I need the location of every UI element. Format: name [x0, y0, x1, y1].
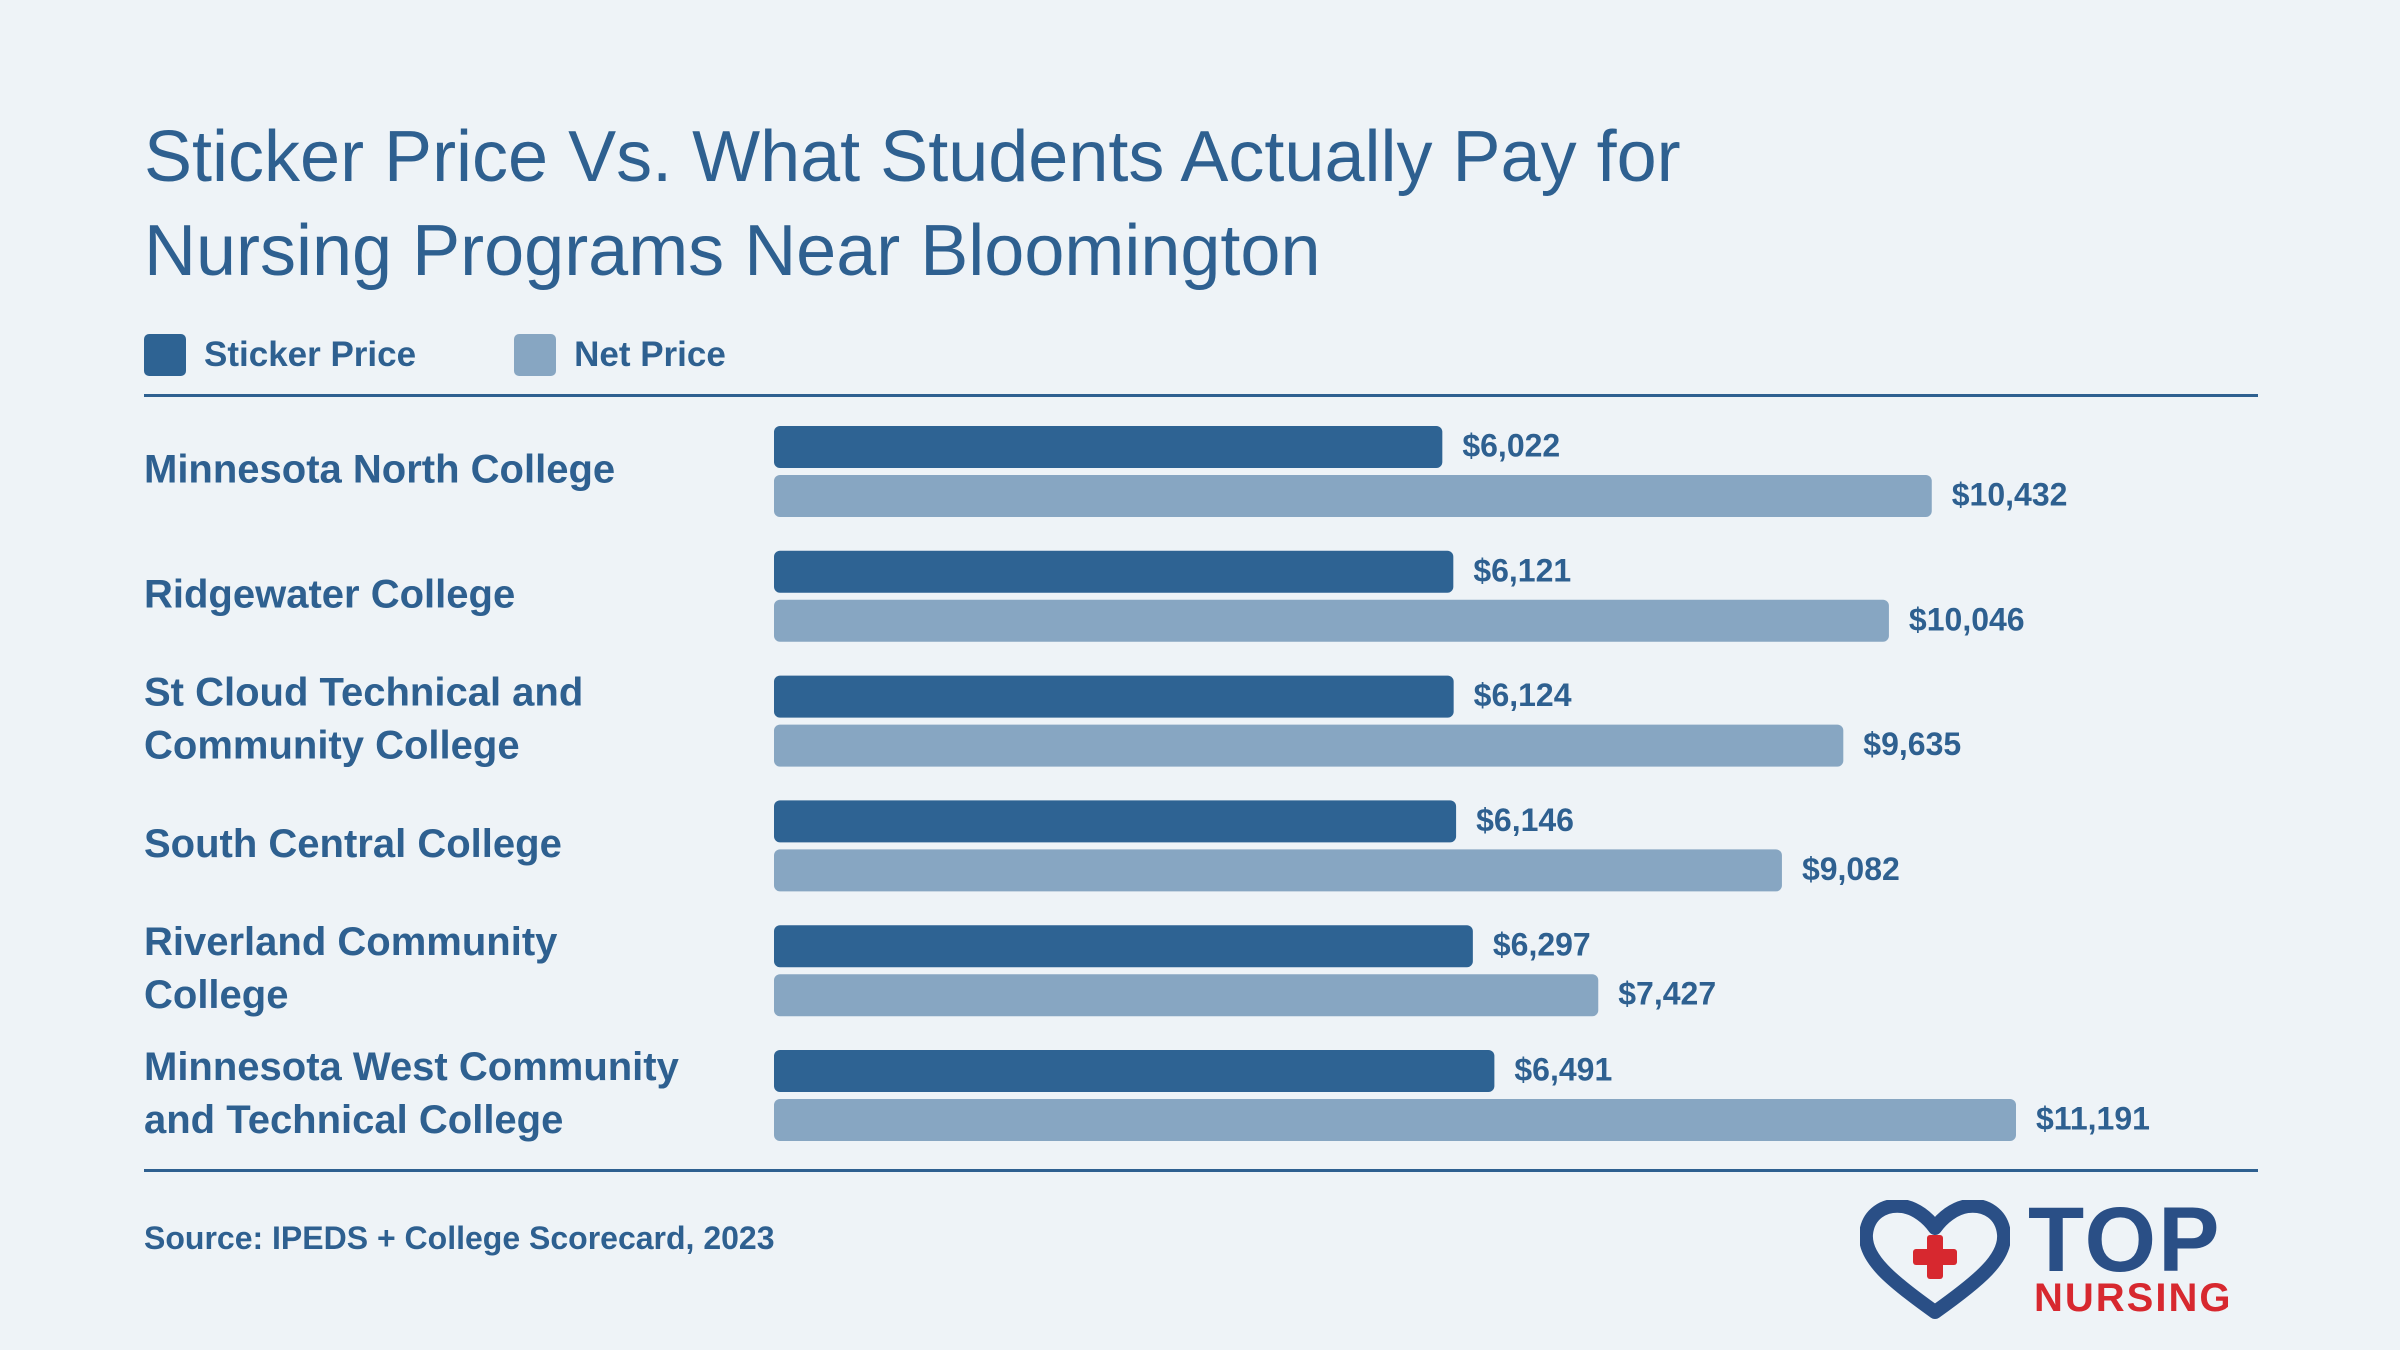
bar-net-price: [774, 475, 1932, 517]
bar-net-price: [774, 599, 1889, 642]
category-label: Riverland Community College: [144, 920, 558, 1017]
legend-label-sticker-price: Sticker Price: [204, 335, 417, 374]
logo-text-top: TOP: [2028, 1189, 2222, 1291]
logo-text-bottom: NURSING: [2034, 1276, 2233, 1320]
bar-sticker-price: [774, 1050, 1495, 1092]
bar-sticker-price: [774, 675, 1454, 718]
legend-label-net-price: Net Price: [574, 335, 726, 374]
value-label-sticker-price: $6,121: [1473, 552, 1571, 588]
chart-title-line-2: Nursing Programs Near Bloomington: [144, 211, 1321, 291]
value-label-net-price: $10,432: [1952, 476, 2068, 512]
category-label: St Cloud Technical and Community College: [144, 670, 583, 767]
value-label-sticker-price: $6,297: [1493, 927, 1591, 963]
value-label-net-price: $9,082: [1802, 851, 1900, 887]
top-nursing-logo: TOP NURSING: [1858, 1194, 2260, 1320]
value-label-net-price: $7,427: [1618, 976, 1716, 1012]
category-label: Ridgewater College: [144, 572, 515, 616]
heart-cross-icon: [1858, 1198, 2012, 1319]
value-label-sticker-price: $6,146: [1476, 802, 1574, 838]
value-label-net-price: $11,191: [2036, 1100, 2150, 1136]
bar-sticker-price: [774, 800, 1457, 843]
chart-title-line-1: Sticker Price Vs. What Students Actually…: [144, 117, 1681, 197]
bottom-divider: [144, 1169, 2258, 1172]
top-divider: [144, 394, 2258, 397]
bar-net-price: [774, 974, 1599, 1017]
chart-legend: Sticker Price Net Price: [144, 333, 824, 377]
value-label-sticker-price: $6,124: [1474, 677, 1572, 713]
category-label: Minnesota West Community and Technical Co…: [144, 1045, 680, 1142]
value-label-sticker-price: $6,491: [1514, 1051, 1612, 1087]
bar-net-price: [774, 724, 1844, 767]
value-label-sticker-price: $6,022: [1462, 427, 1560, 463]
legend-swatch-sticker-price: [144, 334, 186, 376]
category-label: South Central College: [144, 821, 562, 865]
bar-net-price: [774, 1099, 2016, 1141]
bar-sticker-price: [774, 550, 1454, 593]
bar-sticker-price: [774, 925, 1473, 968]
source-note: Source: IPEDS + College Scorecard, 2023: [144, 1220, 775, 1256]
value-label-net-price: $9,635: [1863, 726, 1961, 762]
legend-item-sticker-price: Sticker Price: [144, 334, 416, 376]
legend-swatch-net-price: [514, 334, 557, 376]
chart-title: Sticker Price Vs. What Students Actually…: [144, 110, 2044, 298]
legend-item-net-price: Net Price: [514, 334, 726, 376]
bar-net-price: [774, 849, 1782, 892]
category-label: Minnesota North College: [144, 447, 615, 491]
value-label-net-price: $10,046: [1909, 601, 2025, 637]
bar-sticker-price: [774, 426, 1443, 468]
